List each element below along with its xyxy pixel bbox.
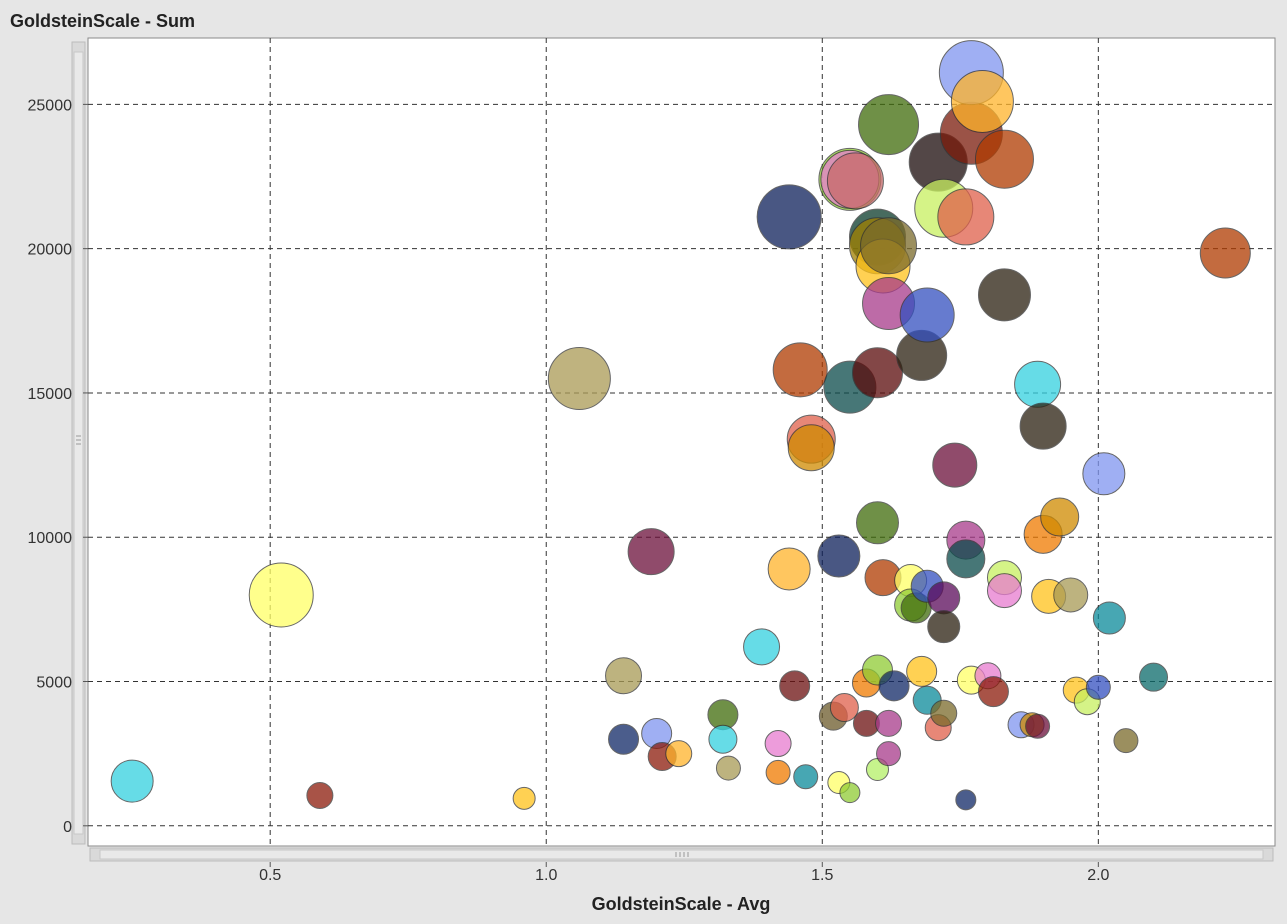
bubble-point[interactable] (764, 730, 792, 758)
x-axis-title: GoldsteinScale - Avg (592, 894, 771, 914)
bubble-point[interactable] (839, 782, 861, 804)
x-tick-label: 2.0 (1087, 867, 1109, 884)
bubble-point[interactable] (930, 699, 958, 727)
bubble-point[interactable] (708, 724, 738, 754)
bubble-point[interactable] (977, 268, 1031, 322)
bubble-point[interactable] (937, 188, 995, 246)
bubble-point[interactable] (765, 759, 791, 785)
bubble-point[interactable] (875, 709, 903, 737)
bubble-point[interactable] (946, 539, 986, 579)
bubble-point[interactable] (977, 676, 1009, 708)
bubble-point[interactable] (1082, 452, 1126, 496)
bubble-point[interactable] (826, 152, 884, 210)
bubble-point[interactable] (927, 610, 961, 644)
bubble-point[interactable] (950, 69, 1014, 133)
y-tick-label: 0 (63, 819, 72, 836)
bubble-point[interactable] (772, 342, 828, 398)
bubble-point[interactable] (779, 670, 811, 702)
bubble-point[interactable] (793, 764, 819, 790)
x-tick-label: 0.5 (259, 867, 281, 884)
x-tick-label: 1.0 (535, 867, 557, 884)
bubble-point[interactable] (608, 723, 640, 755)
bubble-point[interactable] (974, 129, 1034, 189)
bubble-point[interactable] (248, 562, 314, 628)
bubble-point[interactable] (767, 547, 811, 591)
bubble-point[interactable] (1040, 497, 1080, 537)
bubble-point[interactable] (829, 692, 859, 722)
bubble-point[interactable] (1014, 360, 1062, 408)
y-tick-label: 25000 (28, 97, 73, 114)
bubble-point[interactable] (547, 347, 611, 411)
vertical-scrollbar[interactable] (71, 41, 86, 845)
bubble-point[interactable] (627, 528, 675, 576)
bubble-point[interactable] (605, 657, 643, 695)
bubble-point[interactable] (110, 759, 154, 803)
bubble-point[interactable] (743, 628, 781, 666)
y-tick-label: 15000 (28, 386, 73, 403)
x-tick-label: 1.5 (811, 867, 833, 884)
bubble-point[interactable] (715, 755, 741, 781)
bubble-point[interactable] (1085, 674, 1111, 700)
bubble-point[interactable] (899, 287, 955, 343)
bubble-point[interactable] (1025, 713, 1051, 739)
vertical-scrollbar-grip-icon[interactable] (76, 435, 81, 445)
bubble-point[interactable] (756, 184, 822, 250)
bubble-point[interactable] (1139, 662, 1169, 692)
bubble-point[interactable] (860, 217, 918, 275)
bubble-point[interactable] (1092, 601, 1126, 635)
bubble-point[interactable] (876, 741, 902, 767)
bubble-point[interactable] (665, 740, 693, 768)
bubble-point[interactable] (1053, 577, 1089, 613)
bubble-point[interactable] (955, 789, 977, 811)
bubble-point[interactable] (986, 573, 1022, 609)
bubble-point[interactable] (1113, 728, 1139, 754)
bubble-point[interactable] (817, 534, 861, 578)
bubble-point[interactable] (306, 782, 334, 809)
y-axis-title: GoldsteinScale - Sum (10, 11, 195, 31)
bubble-point[interactable] (878, 670, 910, 702)
y-tick-label: 20000 (28, 242, 73, 259)
bubble-point[interactable] (512, 786, 536, 810)
bubble-point[interactable] (932, 442, 978, 488)
x-tick-labels: 0.5 1.0 1.5 2.0 (259, 862, 1110, 884)
horizontal-scrollbar[interactable] (89, 847, 1274, 862)
bubble-point[interactable] (1199, 227, 1251, 279)
y-tick-label: 5000 (36, 675, 72, 692)
y-tick-labels: 0 5000 10000 15000 20000 25000 (28, 97, 88, 836)
horizontal-scrollbar-grip-icon[interactable] (675, 852, 689, 857)
bubble-point[interactable] (906, 655, 938, 687)
bubble-point[interactable] (855, 501, 899, 545)
bubble-point[interactable] (787, 424, 835, 472)
y-tick-label: 10000 (28, 530, 73, 547)
bubble-point[interactable] (1019, 402, 1067, 450)
bubble-layer (110, 40, 1251, 811)
bubble-point[interactable] (858, 94, 920, 156)
bubble-point[interactable] (927, 581, 961, 615)
plot-area (87, 37, 1276, 847)
bubble-point[interactable] (851, 347, 903, 399)
